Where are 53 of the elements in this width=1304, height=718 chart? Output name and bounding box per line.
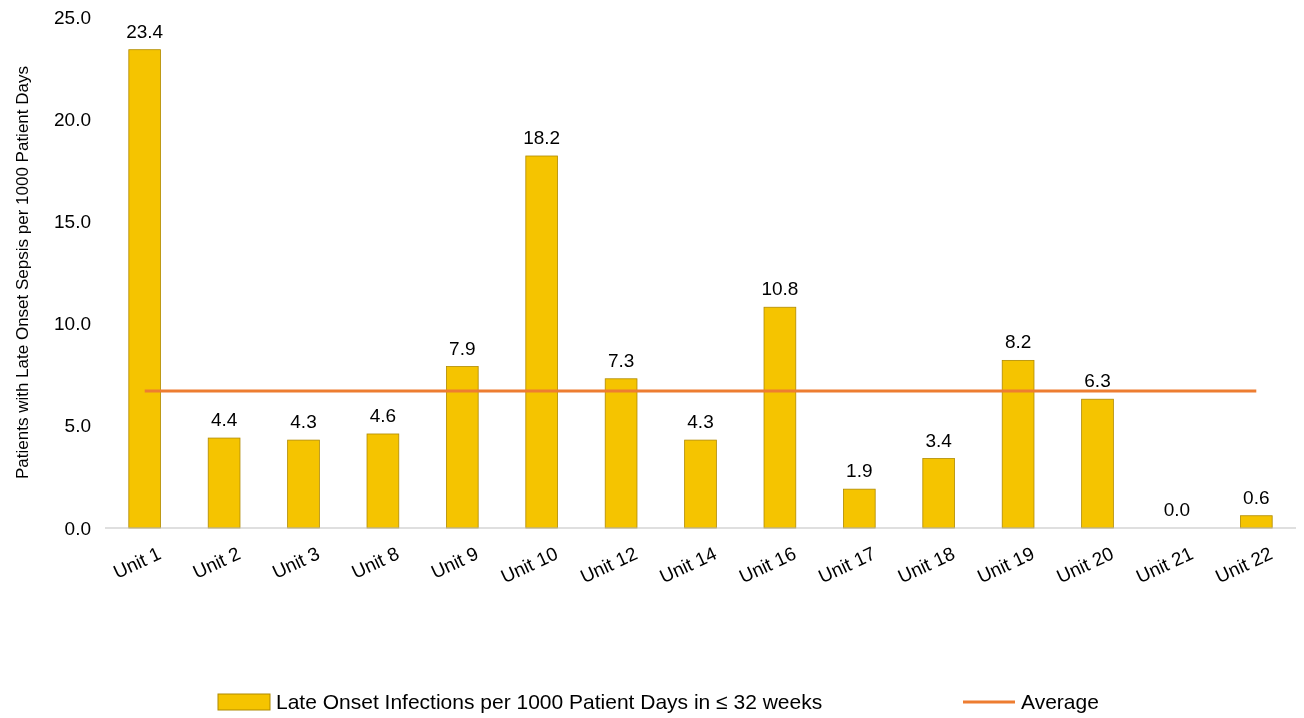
x-tick-label: Unit 17: [815, 542, 879, 588]
data-label: 3.4: [925, 429, 953, 451]
data-label: 4.4: [210, 409, 238, 431]
bar: [128, 49, 161, 529]
x-tick-label: Unit 22: [1212, 542, 1276, 588]
data-label: 7.9: [449, 337, 476, 359]
bar: [763, 306, 797, 529]
bar: [843, 488, 876, 529]
x-tick-label: Unit 20: [1053, 542, 1117, 588]
x-tick-label: Unit 18: [894, 542, 959, 588]
bar: [287, 439, 320, 529]
legend-label: Average: [1021, 690, 1099, 714]
data-label: 4.3: [687, 411, 714, 433]
x-tick-label: Unit 8: [348, 542, 403, 583]
y-tick-label: 15.0: [54, 211, 91, 233]
y-tick-label: 10.0: [54, 313, 91, 335]
bar: [922, 458, 955, 529]
y-tick-label: 5.0: [64, 415, 91, 437]
data-label: 1.9: [846, 460, 873, 482]
y-axis-title: Patients with Late Onset Sepsis per 1000 Patient Days: [13, 66, 32, 479]
legend-label: Late Onset Infections per 1000 Patient Days in ≤ 32 weeks: [276, 690, 823, 714]
bar: [1240, 515, 1273, 529]
data-label: 8.2: [1004, 331, 1032, 353]
data-label: 23.4: [126, 20, 164, 42]
data-label: 18.2: [523, 126, 561, 148]
x-tick-label: Unit 1: [110, 542, 165, 583]
x-tick-label: Unit 9: [427, 542, 482, 583]
y-tick-label: 20.0: [54, 108, 91, 130]
bar: [525, 155, 558, 529]
bar: [446, 366, 479, 529]
x-tick-label: Unit 14: [656, 542, 721, 588]
x-tick-label: Unit 3: [268, 542, 323, 583]
data-label: 10.8: [761, 278, 799, 300]
data-label: 0.0: [1163, 499, 1191, 520]
x-tick-label: Unit 19: [973, 542, 1038, 588]
bar: [366, 433, 400, 529]
data-label: 4.6: [369, 404, 397, 426]
bar: [1001, 359, 1035, 529]
y-tick-label: 25.0: [54, 6, 91, 28]
x-tick-label: Unit 2: [189, 542, 244, 583]
x-tick-label: Unit 12: [576, 542, 641, 588]
bar: [207, 437, 241, 529]
bar: [604, 378, 638, 529]
data-label: 4.3: [290, 411, 317, 433]
data-label: 7.3: [607, 349, 635, 371]
x-tick-label: Unit 10: [497, 542, 562, 588]
bar: [1081, 398, 1114, 529]
x-tick-label: Unit 16: [735, 542, 800, 588]
y-tick-label: 0.0: [64, 517, 91, 539]
data-label: 0.6: [1243, 486, 1270, 508]
x-tick-label: Unit 21: [1132, 542, 1197, 588]
data-label: 6.3: [1084, 370, 1111, 392]
bar: [684, 439, 717, 529]
